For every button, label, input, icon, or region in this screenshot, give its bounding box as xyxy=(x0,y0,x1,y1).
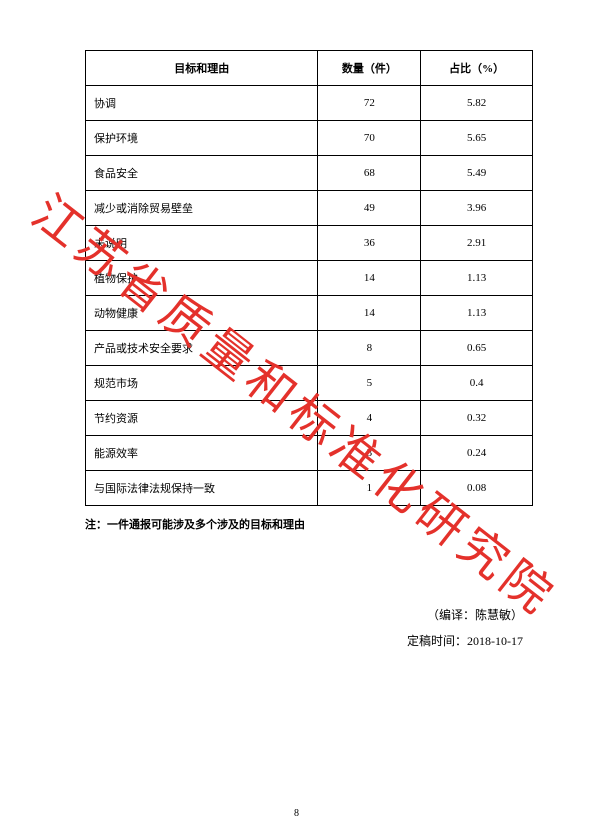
table-cell: 5.82 xyxy=(421,86,533,121)
table-cell: 5.65 xyxy=(421,121,533,156)
col-header-pct: 占比（%） xyxy=(421,51,533,86)
table-row: 能源效率30.24 xyxy=(86,436,533,471)
table-cell: 协调 xyxy=(86,86,318,121)
table-cell: 1 xyxy=(318,471,421,506)
table-row: 规范市场50.4 xyxy=(86,366,533,401)
table-cell: 68 xyxy=(318,156,421,191)
table-cell: 0.32 xyxy=(421,401,533,436)
table-cell: 72 xyxy=(318,86,421,121)
table-row: 动物健康141.13 xyxy=(86,296,533,331)
table-cell: 0.65 xyxy=(421,331,533,366)
table-cell: 14 xyxy=(318,261,421,296)
table-cell: 未说明 xyxy=(86,226,318,261)
table-row: 植物保护141.13 xyxy=(86,261,533,296)
editor-line: （编译：陈慧敏） xyxy=(85,602,523,628)
table-cell: 植物保护 xyxy=(86,261,318,296)
table-row: 未说明362.91 xyxy=(86,226,533,261)
table-header-row: 目标和理由 数量（件） 占比（%） xyxy=(86,51,533,86)
table-cell: 节约资源 xyxy=(86,401,318,436)
table-row: 节约资源40.32 xyxy=(86,401,533,436)
table-cell: 49 xyxy=(318,191,421,226)
table-cell: 36 xyxy=(318,226,421,261)
table-cell: 保护环境 xyxy=(86,121,318,156)
table-cell: 1.13 xyxy=(421,296,533,331)
table-cell: 0.08 xyxy=(421,471,533,506)
table-row: 与国际法律法规保持一致10.08 xyxy=(86,471,533,506)
table-cell: 70 xyxy=(318,121,421,156)
table-cell: 减少或消除贸易壁垒 xyxy=(86,191,318,226)
table-row: 减少或消除贸易壁垒493.96 xyxy=(86,191,533,226)
table-row: 食品安全685.49 xyxy=(86,156,533,191)
data-table: 目标和理由 数量（件） 占比（%） 协调725.82保护环境705.65食品安全… xyxy=(85,50,533,506)
table-cell: 5 xyxy=(318,366,421,401)
table-cell: 1.13 xyxy=(421,261,533,296)
table-cell: 0.4 xyxy=(421,366,533,401)
document-page: 目标和理由 数量（件） 占比（%） 协调725.82保护环境705.65食品安全… xyxy=(0,0,593,837)
page-number: 8 xyxy=(0,808,593,819)
table-cell: 规范市场 xyxy=(86,366,318,401)
table-cell: 0.24 xyxy=(421,436,533,471)
table-cell: 食品安全 xyxy=(86,156,318,191)
table-cell: 5.49 xyxy=(421,156,533,191)
table-cell: 3.96 xyxy=(421,191,533,226)
table-note: 注：一件通报可能涉及多个涉及的目标和理由 xyxy=(85,516,533,532)
table-row: 产品或技术安全要求80.65 xyxy=(86,331,533,366)
footer-block: （编译：陈慧敏） 定稿时间：2018-10-17 xyxy=(85,602,533,655)
table-row: 保护环境705.65 xyxy=(86,121,533,156)
table-cell: 与国际法律法规保持一致 xyxy=(86,471,318,506)
table-cell: 3 xyxy=(318,436,421,471)
table-cell: 动物健康 xyxy=(86,296,318,331)
col-header-name: 目标和理由 xyxy=(86,51,318,86)
table-cell: 4 xyxy=(318,401,421,436)
table-cell: 8 xyxy=(318,331,421,366)
table-cell: 2.91 xyxy=(421,226,533,261)
table-row: 协调725.82 xyxy=(86,86,533,121)
col-header-qty: 数量（件） xyxy=(318,51,421,86)
table-cell: 产品或技术安全要求 xyxy=(86,331,318,366)
table-cell: 14 xyxy=(318,296,421,331)
date-line: 定稿时间：2018-10-17 xyxy=(85,628,523,654)
table-cell: 能源效率 xyxy=(86,436,318,471)
